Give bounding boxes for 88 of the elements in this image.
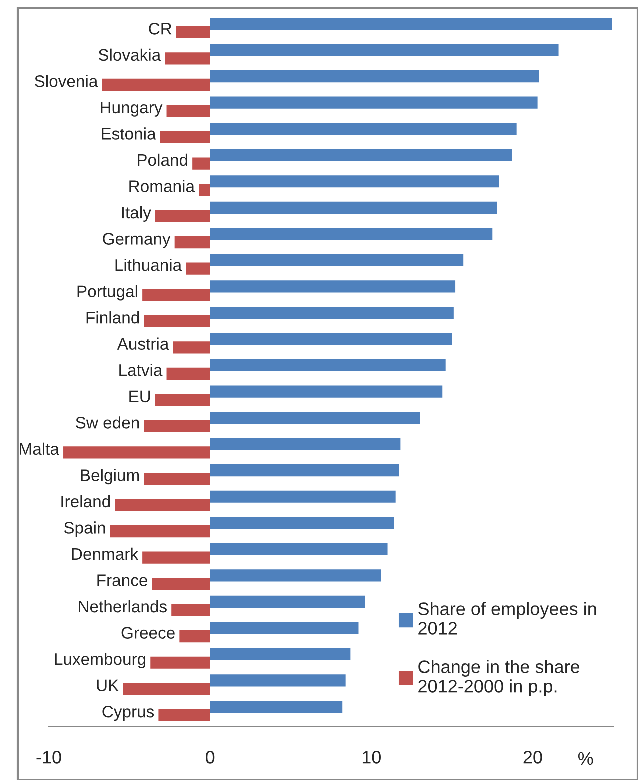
y-tick-label: Greece: [122, 627, 175, 639]
bar: [210, 96, 538, 109]
bar: [210, 359, 446, 372]
bar: [166, 368, 210, 380]
y-tick-label: Belgium: [81, 469, 140, 485]
x-tick-label: 20: [524, 751, 542, 764]
bar: [166, 105, 210, 118]
y-tick-label: Hungary: [101, 102, 163, 117]
bar: [144, 420, 210, 432]
x-axis-title: %: [578, 752, 594, 766]
bar: [142, 289, 210, 302]
bar: [210, 674, 346, 687]
bar: [210, 70, 540, 83]
bar: [210, 254, 464, 266]
bar: [150, 656, 210, 669]
y-tick-label: Lithuania: [116, 258, 182, 272]
bar: [180, 630, 210, 643]
bar: [160, 131, 210, 144]
bar: [173, 342, 210, 354]
bar: [210, 570, 382, 582]
bar: [210, 464, 400, 477]
y-tick-label: Finland: [86, 312, 140, 324]
y-tick-label: Denmark: [72, 548, 139, 560]
bar: [192, 158, 210, 170]
bar: [210, 123, 517, 136]
bar: [210, 306, 454, 320]
bar: [174, 236, 210, 249]
bar: [142, 552, 210, 564]
bar: [158, 709, 210, 722]
bar: [123, 683, 210, 696]
bar: [102, 78, 210, 92]
bar: [199, 184, 210, 196]
bar: [210, 622, 359, 634]
y-tick-label: Italy: [122, 206, 152, 222]
bar: [172, 604, 210, 616]
bar: [210, 44, 559, 56]
y-tick-label: Ireland: [62, 495, 110, 508]
y-tick-label: Netherlands: [79, 600, 167, 613]
y-tick-label: Austria: [117, 338, 170, 350]
y-tick-label: Luxembourg: [55, 652, 146, 669]
bar: [210, 700, 343, 714]
y-tick-label: Romania: [130, 180, 195, 192]
bar: [152, 578, 210, 590]
legend-label: Change in the share 2012-2000 in p.p.: [418, 660, 580, 696]
bar: [64, 446, 210, 459]
bar: [144, 315, 210, 328]
y-tick-label: Cyprus: [102, 706, 154, 722]
bar: [210, 228, 493, 240]
legend-label: Share of employees in 2012: [418, 602, 596, 635]
bar: [186, 262, 210, 275]
bar: [210, 596, 366, 608]
y-tick-label: UK: [97, 680, 119, 692]
bar: [210, 412, 420, 424]
bar: [210, 149, 512, 162]
bar: [115, 499, 210, 512]
bar: [210, 517, 394, 530]
bar: [210, 333, 452, 346]
bar: [210, 280, 456, 293]
bar: [210, 648, 351, 661]
y-tick-label: Latvia: [120, 364, 163, 376]
bar: [210, 438, 401, 450]
y-tick-label: CR: [149, 23, 172, 35]
y-tick-label: Malta: [20, 442, 60, 456]
bar: [155, 210, 210, 222]
x-tick-label: -10: [36, 751, 62, 764]
bar: [210, 543, 388, 556]
y-tick-label: EU: [130, 390, 150, 403]
bar: [155, 394, 210, 406]
x-tick-label: 10: [362, 751, 381, 764]
bar: [210, 202, 498, 214]
y-tick-label: Portugal: [78, 285, 138, 301]
y-tick-label: Sw eden: [76, 416, 140, 429]
y-tick-label: Slovakia: [98, 48, 162, 62]
bar: [176, 26, 210, 38]
bar: [210, 386, 443, 398]
bar: [210, 176, 500, 188]
y-tick-label: Poland: [138, 154, 188, 166]
y-tick-label: France: [98, 574, 148, 586]
bar: [110, 525, 210, 538]
y-tick-label: Estonia: [102, 128, 156, 140]
bar: [144, 472, 210, 486]
y-tick-label: Slovenia: [35, 75, 98, 88]
bar: [210, 490, 396, 503]
y-tick-label: Spain: [64, 522, 106, 538]
y-tick-label: Germany: [103, 233, 171, 248]
bar: [165, 52, 210, 65]
bar: [210, 18, 612, 30]
x-tick-label: 0: [206, 751, 215, 764]
